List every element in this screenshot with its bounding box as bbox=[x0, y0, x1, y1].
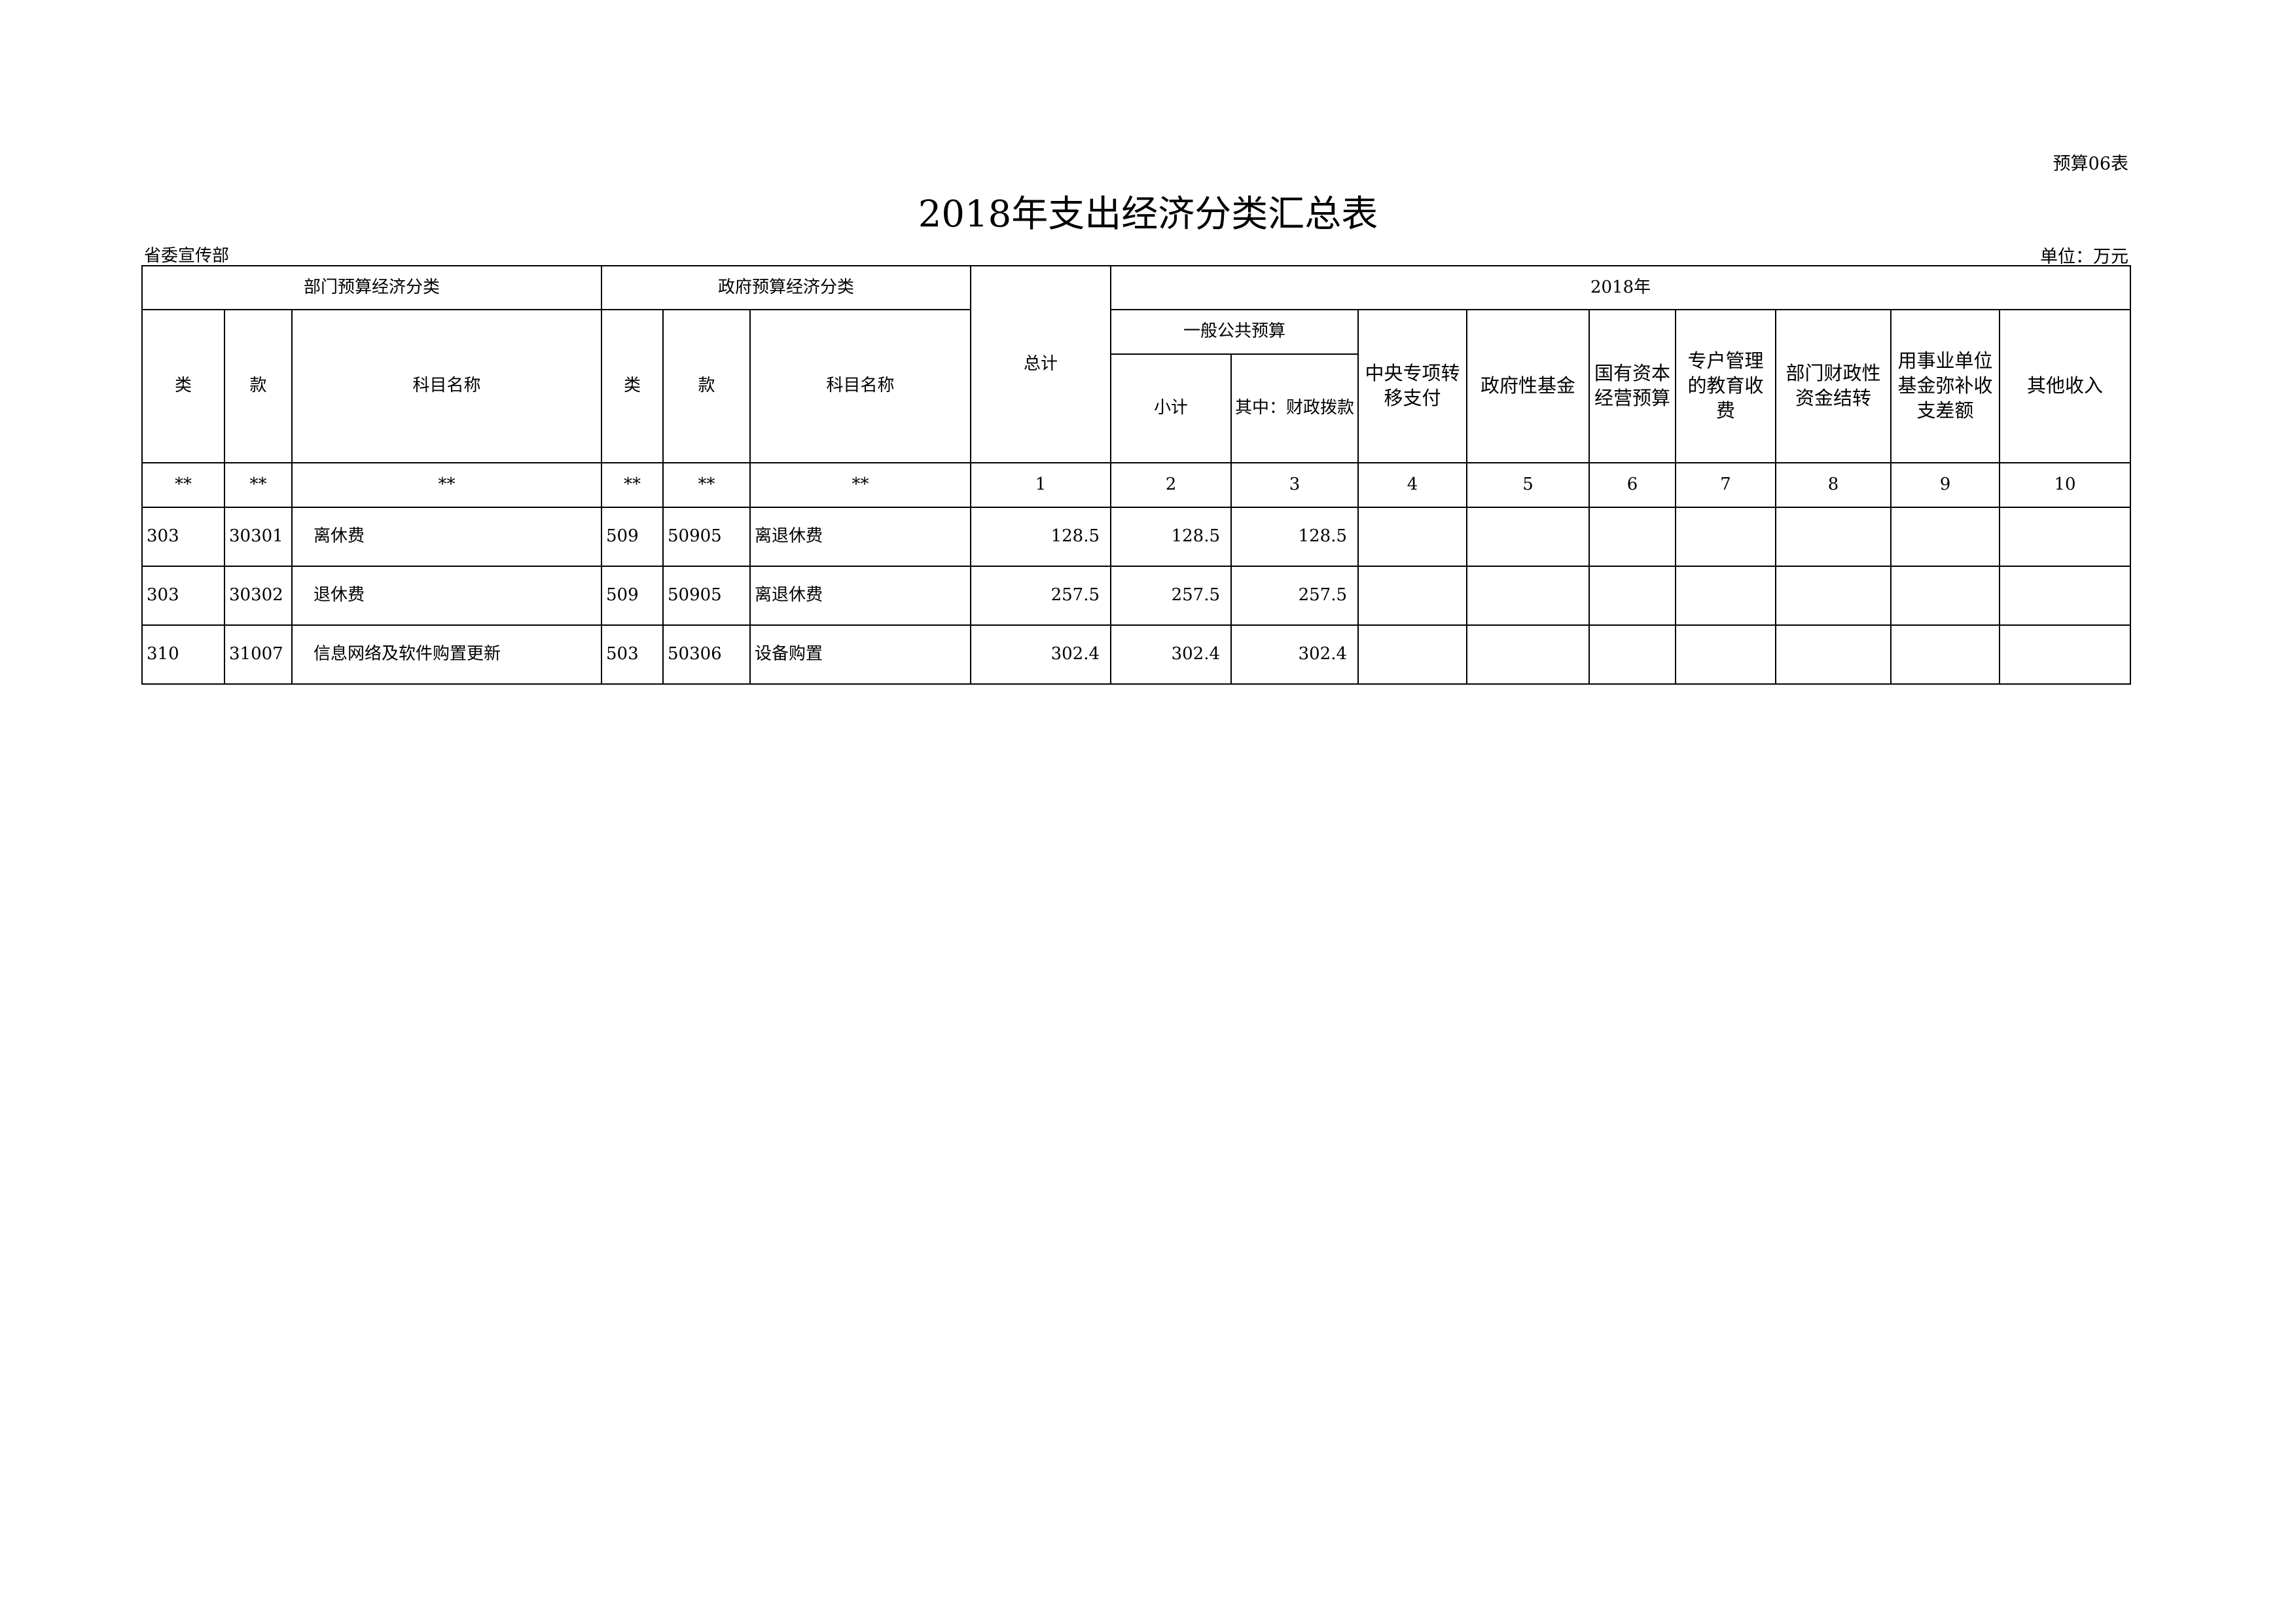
header-general-budget: 一般公共预算 bbox=[1110, 309, 1359, 355]
index-cell: 5 bbox=[1466, 462, 1590, 508]
index-cell: 8 bbox=[1775, 462, 1892, 508]
empty-cell bbox=[1466, 507, 1590, 567]
empty-cell bbox=[1675, 507, 1776, 567]
total: 302.4 bbox=[970, 624, 1111, 685]
empty-cell bbox=[1775, 507, 1892, 567]
index-cell: 1 bbox=[970, 462, 1111, 508]
gov-lei: 509 bbox=[601, 566, 664, 626]
empty-cell bbox=[1998, 624, 2132, 685]
index-cell: 2 bbox=[1110, 462, 1232, 508]
table-row: 303 30302 退休费 509 50905 离退休费 257.5 257.5… bbox=[141, 566, 2132, 626]
header-other: 其他收入 bbox=[1998, 309, 2132, 463]
gov-kuan: 50905 bbox=[662, 566, 751, 626]
empty-cell bbox=[1998, 566, 2132, 626]
expenditure-table: 部门预算经济分类 政府预算经济分类 总计 2018年 类 款 科目名称 类 款 … bbox=[141, 265, 2132, 685]
gov-name: 设备购置 bbox=[749, 624, 971, 685]
fiscal: 302.4 bbox=[1230, 624, 1359, 685]
empty-cell bbox=[1890, 566, 2000, 626]
index-cell: ** bbox=[601, 462, 664, 508]
empty-cell bbox=[1466, 566, 1590, 626]
gov-lei: 503 bbox=[601, 624, 664, 685]
empty-cell bbox=[1588, 624, 1676, 685]
unit-label: 单位：万元 bbox=[2040, 247, 2128, 267]
empty-cell bbox=[1588, 507, 1676, 567]
table-row: 310 31007 信息网络及软件购置更新 503 50306 设备购置 302… bbox=[141, 624, 2132, 685]
subtotal: 128.5 bbox=[1110, 507, 1232, 567]
index-cell: 4 bbox=[1357, 462, 1467, 508]
table-row: 303 30301 离休费 509 50905 离退休费 128.5 128.5… bbox=[141, 507, 2132, 567]
header-gov-lei: 类 bbox=[601, 309, 664, 463]
index-cell: 3 bbox=[1230, 462, 1359, 508]
dept-lei: 310 bbox=[141, 624, 225, 685]
fiscal: 128.5 bbox=[1230, 507, 1359, 567]
empty-cell bbox=[1890, 624, 2000, 685]
dept-name: 离休费 bbox=[291, 507, 602, 567]
empty-cell bbox=[1357, 624, 1467, 685]
header-state-capital: 国有资本经营预算 bbox=[1588, 309, 1676, 463]
header-central: 中央专项转移支付 bbox=[1357, 309, 1467, 463]
organization: 省委宣传部 bbox=[144, 246, 230, 266]
header-edu-fee: 专户管理的教育收费 bbox=[1675, 309, 1776, 463]
gov-kuan: 50905 bbox=[662, 507, 751, 567]
dept-lei: 303 bbox=[141, 507, 225, 567]
empty-cell bbox=[1588, 566, 1676, 626]
index-cell: ** bbox=[291, 462, 602, 508]
gov-name: 离退休费 bbox=[749, 507, 971, 567]
header-inst-fund: 用事业单位基金弥补收支差额 bbox=[1890, 309, 2000, 463]
dept-kuan: 31007 bbox=[224, 624, 293, 685]
index-cell: ** bbox=[749, 462, 971, 508]
empty-cell bbox=[1775, 624, 1892, 685]
header-year: 2018年 bbox=[1109, 265, 2132, 310]
empty-cell bbox=[1775, 566, 1892, 626]
header-gov-name: 科目名称 bbox=[749, 309, 971, 463]
header-dept-name: 科目名称 bbox=[291, 309, 602, 463]
index-cell: 7 bbox=[1675, 462, 1776, 508]
header-dept-kuan: 款 bbox=[224, 309, 293, 463]
index-cell: ** bbox=[141, 462, 225, 508]
dept-name: 信息网络及软件购置更新 bbox=[291, 624, 602, 685]
index-cell: 6 bbox=[1588, 462, 1676, 508]
page-title: 2018年支出经济分类汇总表 bbox=[918, 193, 1378, 236]
gov-kuan: 50306 bbox=[662, 624, 751, 685]
header-gov-kuan: 款 bbox=[662, 309, 751, 463]
empty-cell bbox=[1675, 566, 1776, 626]
empty-cell bbox=[1675, 624, 1776, 685]
fiscal: 257.5 bbox=[1230, 566, 1359, 626]
empty-cell bbox=[1890, 507, 2000, 567]
index-cell: ** bbox=[224, 462, 293, 508]
header-gov-fund: 政府性基金 bbox=[1466, 309, 1590, 463]
header-carryover: 部门财政性资金结转 bbox=[1775, 309, 1892, 463]
dept-kuan: 30302 bbox=[224, 566, 293, 626]
total: 257.5 bbox=[970, 566, 1111, 626]
dept-lei: 303 bbox=[141, 566, 225, 626]
header-gov-group: 政府预算经济分类 bbox=[601, 265, 971, 310]
total: 128.5 bbox=[970, 507, 1111, 567]
header-total: 总计 bbox=[970, 265, 1111, 463]
dept-name: 退休费 bbox=[291, 566, 602, 626]
empty-cell bbox=[1466, 624, 1590, 685]
index-cell: 10 bbox=[1998, 462, 2132, 508]
empty-cell bbox=[1998, 507, 2132, 567]
form-number: 预算06表 bbox=[2053, 154, 2128, 174]
gov-lei: 509 bbox=[601, 507, 664, 567]
subtotal: 302.4 bbox=[1110, 624, 1232, 685]
empty-cell bbox=[1357, 507, 1467, 567]
index-row: ** ** ** ** ** ** 1 2 3 4 5 6 7 8 9 10 bbox=[141, 462, 2132, 508]
header-dept-group: 部门预算经济分类 bbox=[141, 265, 602, 310]
header-subtotal: 小计 bbox=[1110, 353, 1232, 463]
dept-kuan: 30301 bbox=[224, 507, 293, 567]
index-cell: ** bbox=[662, 462, 751, 508]
empty-cell bbox=[1357, 566, 1467, 626]
header-dept-lei: 类 bbox=[141, 309, 225, 463]
subtotal: 257.5 bbox=[1110, 566, 1232, 626]
index-cell: 9 bbox=[1890, 462, 2000, 508]
header-fiscal: 其中：财政拨款 bbox=[1230, 353, 1359, 463]
gov-name: 离退休费 bbox=[749, 566, 971, 626]
